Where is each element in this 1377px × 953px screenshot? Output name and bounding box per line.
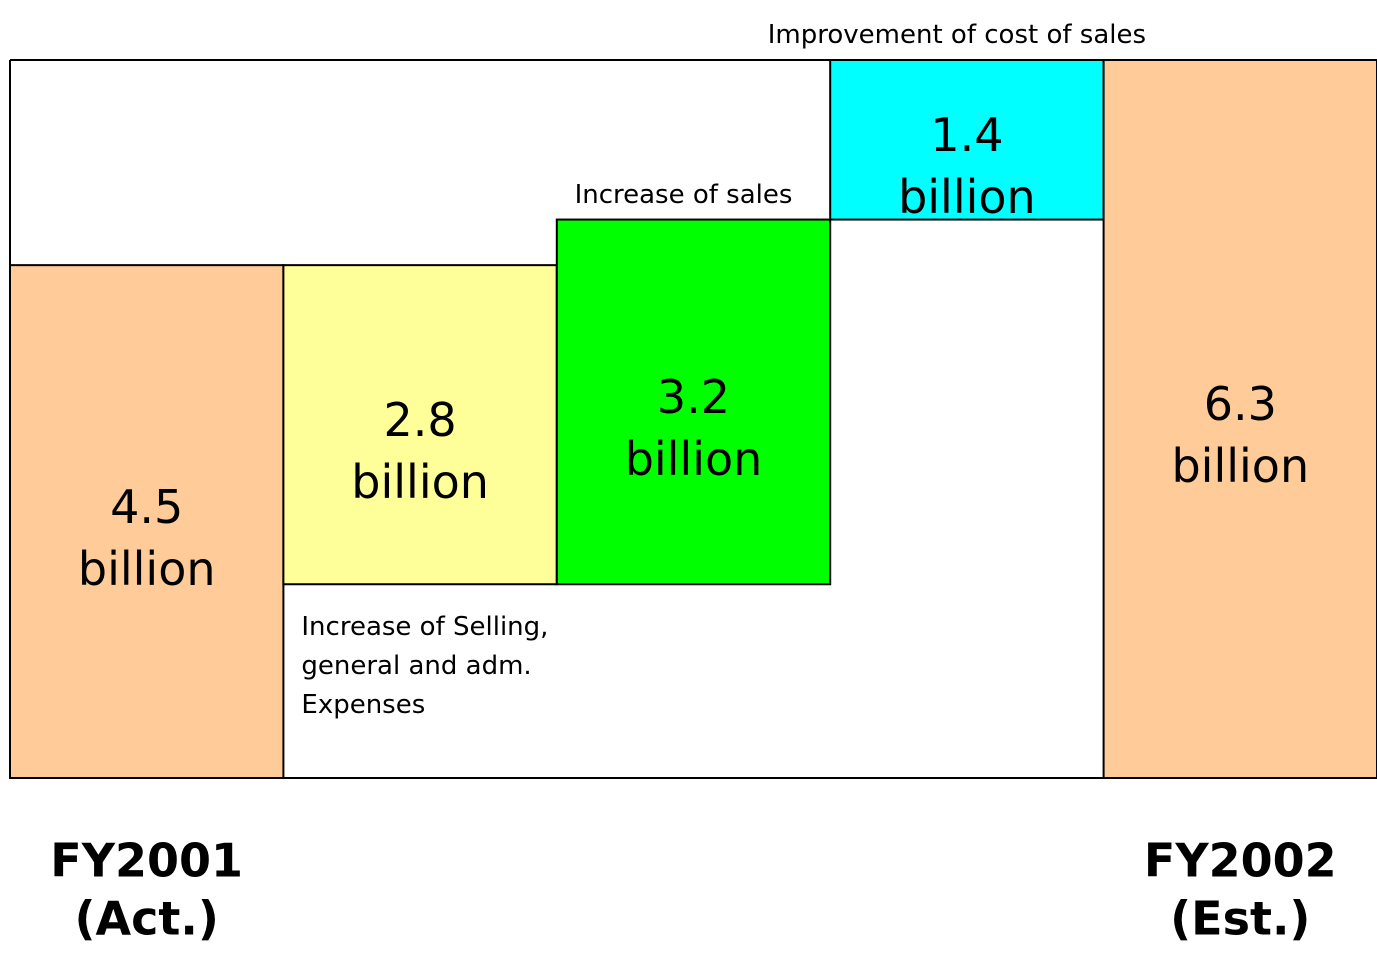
category-label: FY2001 (Act.) bbox=[50, 833, 244, 946]
value-label: 2.8 billion bbox=[351, 392, 489, 509]
value-label: 4.5 billion bbox=[77, 479, 216, 596]
annotation: Increase of sales bbox=[574, 179, 793, 210]
value-label: 1.4 billion bbox=[898, 107, 1036, 224]
value-label: 3.2 billion bbox=[624, 369, 763, 486]
bar bbox=[9, 264, 285, 779]
annotation: Increase of Selling, general and adm. Ex… bbox=[301, 612, 549, 721]
bar bbox=[282, 264, 558, 586]
bar bbox=[555, 218, 832, 586]
bar bbox=[829, 59, 1105, 221]
bar bbox=[1102, 59, 1377, 779]
value-label: 6.3 billion bbox=[1171, 376, 1310, 493]
category-label: FY2002 (Est.) bbox=[1143, 833, 1337, 946]
annotation: Improvement of cost of sales bbox=[767, 20, 1147, 50]
